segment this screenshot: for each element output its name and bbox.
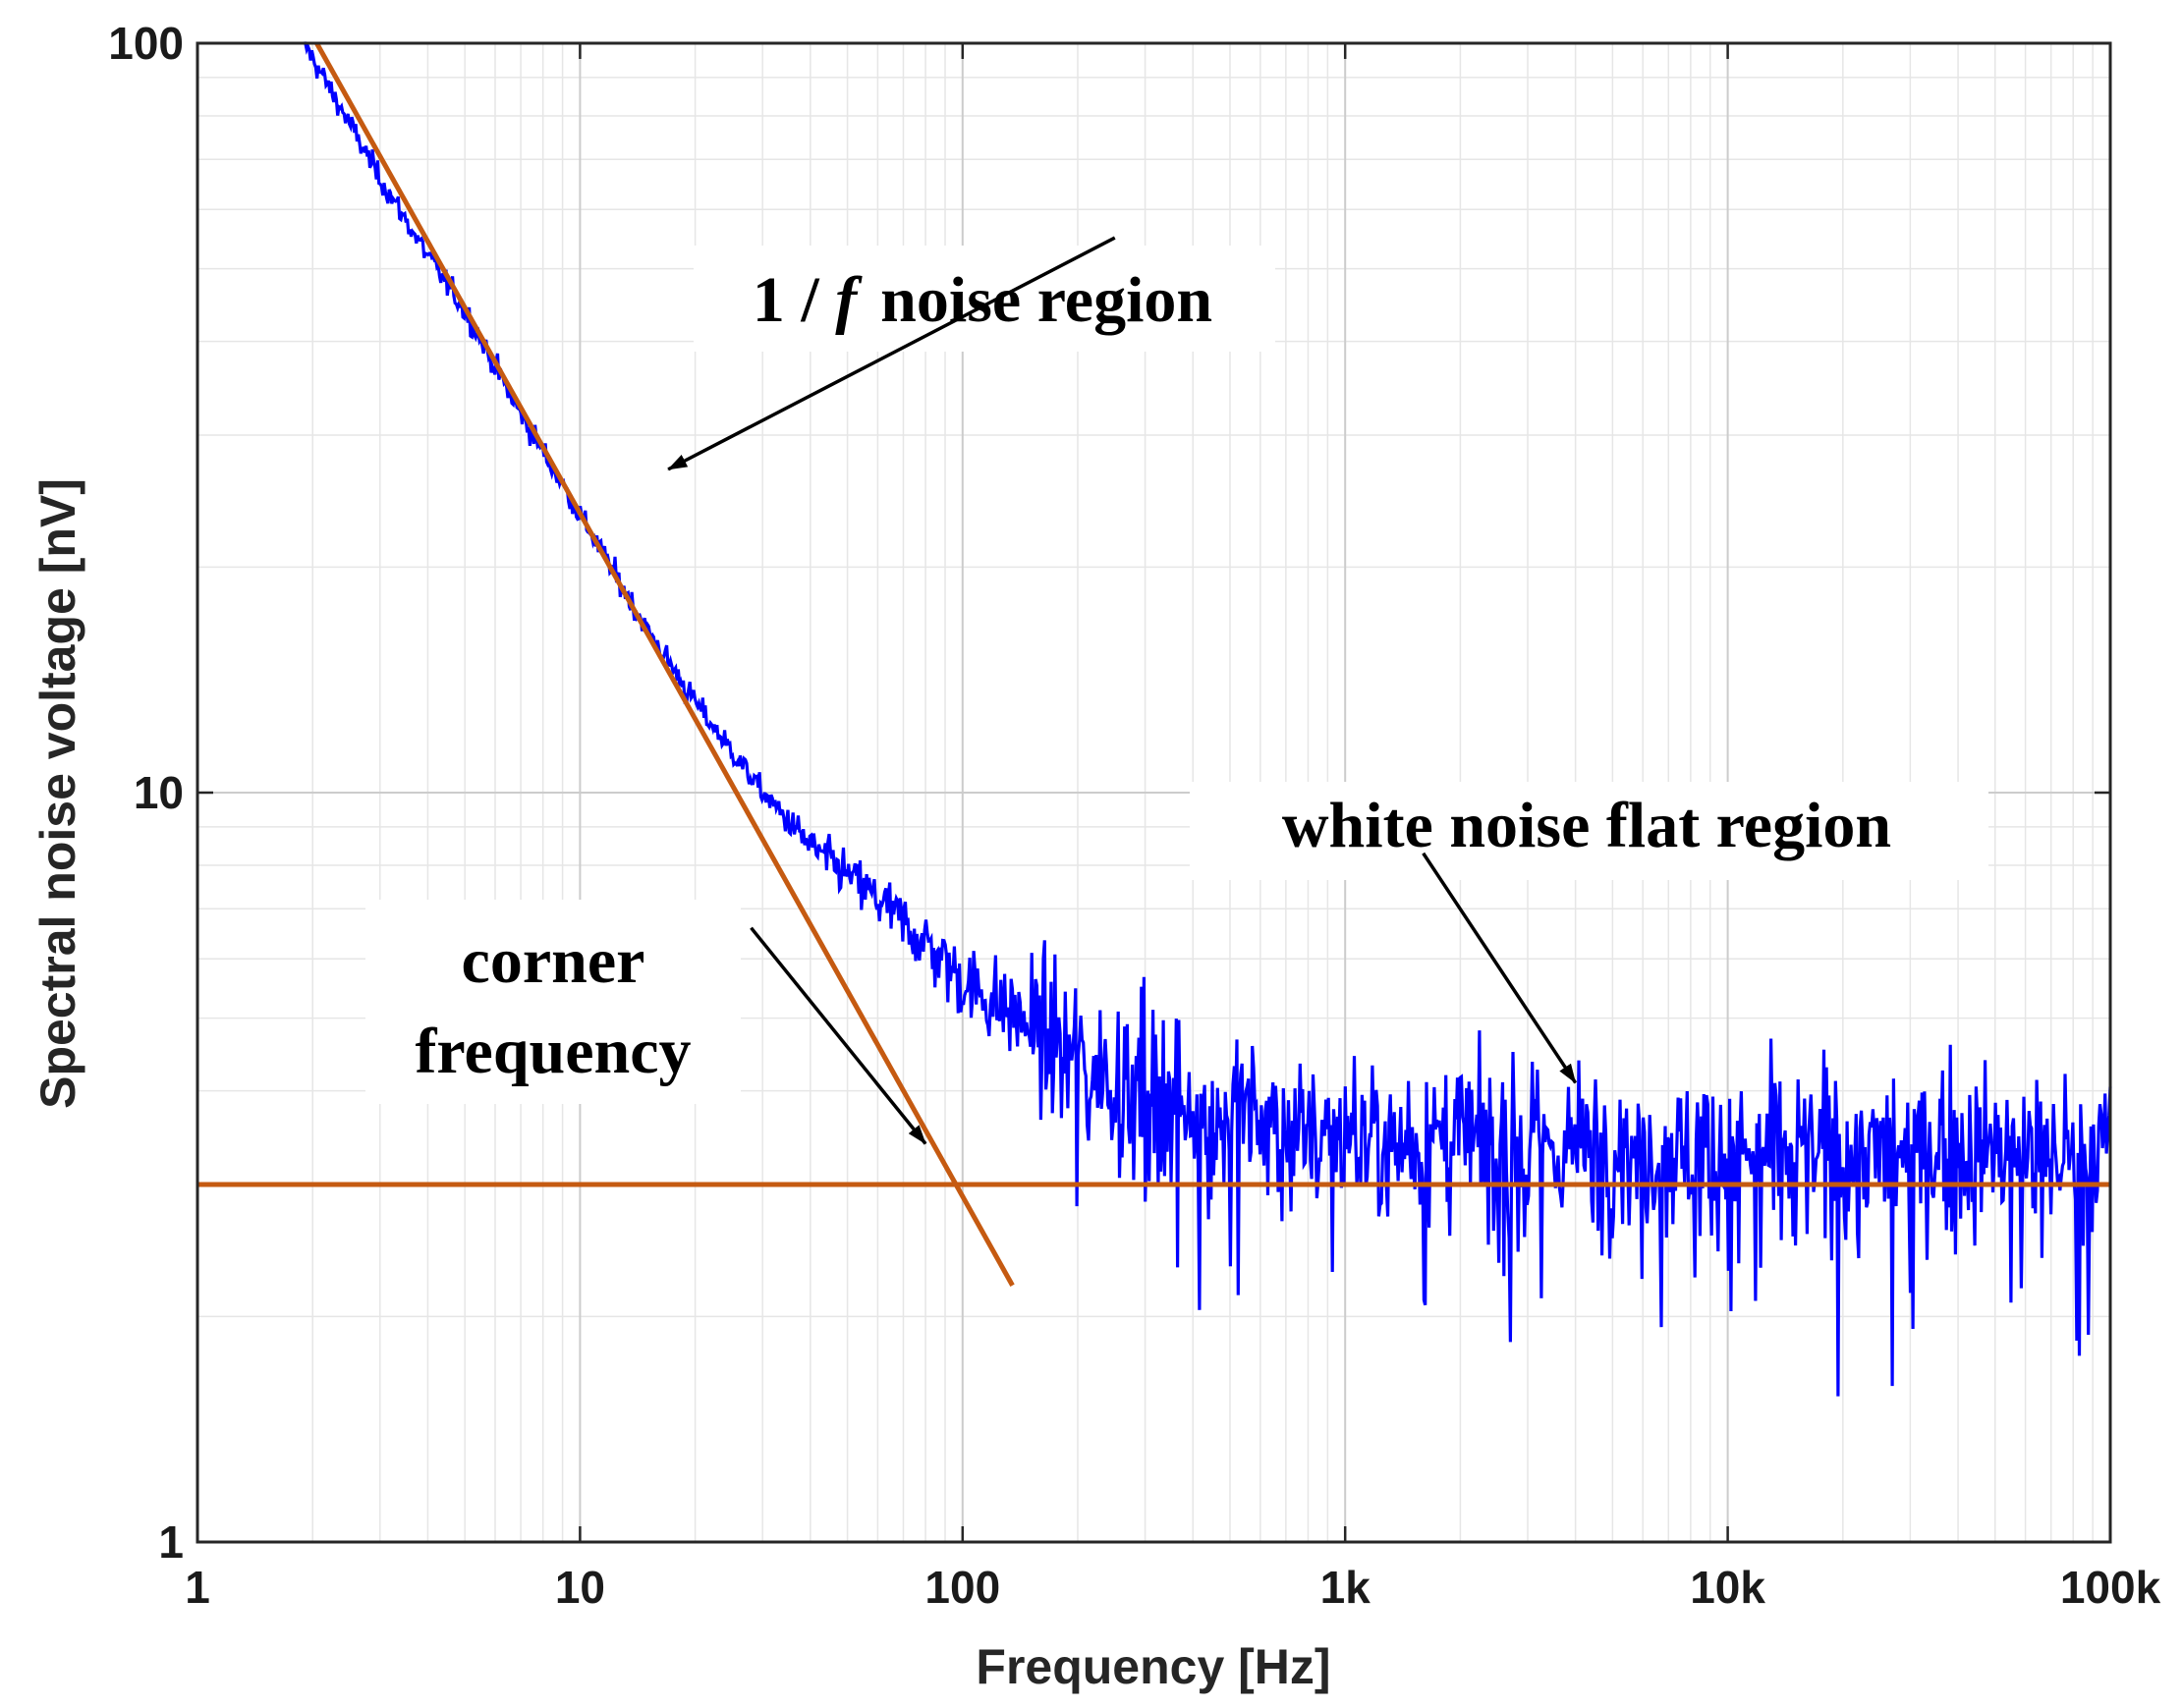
annotation-white-noise: white noise flat region [1190,782,1988,1084]
annotation-corner-frequency: corner frequency [365,900,927,1145]
tick-labels: 1 10 100 1k 10k 100k 1 10 100 [108,18,2160,1613]
annotation-one-over-f-text: 1 / f noise region [753,264,1212,336]
y-tick-label: 100 [108,18,184,69]
arrow-white-noise [1422,852,1578,1084]
arrow-one-over-f [667,236,1116,471]
y-tick-label: 1 [158,1516,184,1568]
arrow-corner-frequency [750,926,927,1145]
annotation-white-noise-text: white noise flat region [1282,790,1891,861]
annotation-one-over-f-prefix: 1 / [753,264,821,336]
x-tick-label: 100k [2060,1562,2161,1613]
x-axis-label: Frequency [Hz] [976,1639,1330,1694]
x-tick-label: 100 [924,1562,1000,1613]
series-layer [197,41,2112,1397]
annotation-one-over-f: 1 / f noise region [667,236,1275,471]
y-axis-label: Spectral noise voltage [nV] [30,478,85,1109]
x-tick-label: 1 [185,1562,210,1613]
one-over-f-fit-line [314,41,1015,1287]
annotation-one-over-f-suffix: noise region [880,264,1212,336]
axis-ticks [196,41,2112,1544]
annotation-one-over-f-bg [694,246,1275,352]
x-tick-label: 10k [1690,1562,1765,1613]
x-tick-label: 10 [555,1562,605,1613]
annotation-corner-frequency-line1: corner [462,925,645,997]
y-tick-label: 10 [134,767,184,818]
annotation-white-noise-bg [1190,782,1988,880]
x-tick-label: 1k [1320,1562,1371,1613]
annotation-corner-frequency-line2: frequency [415,1016,691,1087]
measured-noise-line [304,41,2112,1397]
annotation-corner-frequency-bg [365,900,741,1104]
